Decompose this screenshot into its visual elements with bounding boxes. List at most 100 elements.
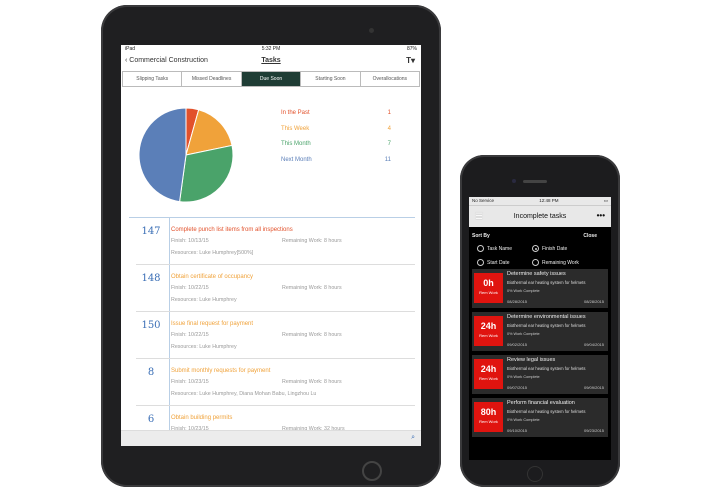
battery-icon: ▭ <box>603 198 608 203</box>
search-icon[interactable]: ⌕ <box>411 434 415 441</box>
task-id: 147 <box>141 226 161 237</box>
legend-item[interactable]: Next Month 11 <box>281 157 391 173</box>
pie-chart <box>138 107 234 203</box>
task-row[interactable]: 6 Obtain building permits Finish: 10/23/15… <box>136 406 415 446</box>
card-title: Determine environmental issues <box>507 314 586 320</box>
remaining-work-badge: 0h Rem Work <box>474 273 503 303</box>
task-resources: Resources: Luke Humphrey <box>171 297 237 303</box>
status-bar: iPad 5:32 PM 87% <box>121 45 421 52</box>
task-remaining: Remaining Work: 32 hours <box>282 426 345 432</box>
sort-option-start-date[interactable]: Start Date <box>477 259 510 266</box>
task-finish: Finish: 10/22/15 <box>171 285 209 291</box>
remaining-work-badge: 24h Rem Work <box>474 316 503 346</box>
card-project: Biothermal ear heating system for helmet… <box>507 280 586 285</box>
task-title[interactable]: Complete punch list items from all inspe… <box>171 227 293 233</box>
task-row[interactable]: 147 Complete punch list items from all in… <box>136 218 415 265</box>
radio-label: Remaining Work <box>542 259 579 266</box>
sort-option-remaining-work[interactable]: Remaining Work <box>532 259 579 266</box>
timeline-line <box>169 218 170 438</box>
task-card[interactable]: 24h Rem Work Review legal issues Biothermal… <box>472 355 608 394</box>
task-remaining: Remaining Work: 8 hours <box>282 379 342 385</box>
task-list: 147 Complete punch list items from all in… <box>121 218 421 446</box>
legend-value: 4 <box>387 125 391 132</box>
task-title[interactable]: Issue final request for payment <box>171 321 254 327</box>
legend-label: This Month <box>281 141 311 147</box>
card-progress: 0% Work Complete <box>507 289 540 293</box>
page-title: Tasks <box>261 57 281 64</box>
task-title[interactable]: Submit monthly requests for payment <box>171 368 271 374</box>
bottom-toolbar: ⌕ <box>121 430 421 446</box>
camera <box>369 28 374 33</box>
card-progress: 0% Work Complete <box>507 332 540 336</box>
iphone-screen: No Service 12:48 PM ▭ ☰ Incomplete tasks… <box>469 197 611 460</box>
legend-item[interactable]: In the Past 1 <box>281 110 391 126</box>
tab-bar: Slipping Tasks Missed Deadlines Due Soon St… <box>122 71 420 87</box>
card-end-date: 08/28/2015 <box>583 299 604 304</box>
card-title: Perform financial evaluation <box>507 400 575 406</box>
radio-label: Finish Date <box>542 245 568 252</box>
tab-missed-deadlines[interactable]: Missed Deadlines <box>182 72 242 86</box>
chart-legend: In the Past 1 This Week 4 This Month 7 Next Mo… <box>281 110 391 172</box>
card-project: Biothermal ear heating system for helmet… <box>507 366 586 371</box>
card-start-date: 09/02/2015 <box>507 342 528 347</box>
sort-panel: Sort By Close Task Name Finish Date Start … <box>469 227 611 269</box>
legend-item[interactable]: This Month 7 <box>281 141 391 157</box>
task-row[interactable]: 8 Submit monthly requests for payment Fini… <box>136 359 415 406</box>
task-card[interactable]: 0h Rem Work Determine safety issues Biother… <box>472 269 608 308</box>
remaining-hours: 0h <box>483 278 494 288</box>
remaining-hours: 24h <box>480 321 497 331</box>
legend-value: 1 <box>387 110 391 116</box>
remaining-hours: 24h <box>480 364 497 374</box>
task-row[interactable]: 150 Issue final request for payment Finish… <box>136 312 415 359</box>
menu-icon[interactable]: ☰ <box>475 211 484 221</box>
radio-button[interactable] <box>532 245 539 252</box>
task-id: 6 <box>147 414 155 425</box>
task-title[interactable]: Obtain certificate of occupancy <box>171 274 254 280</box>
radio-label: Start Date <box>487 259 510 266</box>
task-id: 150 <box>141 320 161 331</box>
radio-button[interactable] <box>477 259 484 266</box>
sort-option-task-name[interactable]: Task Name <box>477 245 512 252</box>
card-project: Biothermal ear heating system for helmet… <box>507 409 586 414</box>
card-end-date: 09/09/2015 <box>583 385 604 390</box>
home-button[interactable] <box>362 461 382 481</box>
task-row[interactable]: 148 Obtain certificate of occupancy Finish… <box>136 265 415 312</box>
back-label: Commercial Construction <box>129 57 208 64</box>
device-label: iPad <box>125 46 136 52</box>
task-finish: Finish: 10/23/15 <box>171 379 209 385</box>
status-bar: No Service 12:48 PM ▭ <box>469 197 611 205</box>
tab-slipping-tasks[interactable]: Slipping Tasks <box>123 72 183 86</box>
legend-value: 11 <box>384 156 391 163</box>
pie-slice-next-month[interactable] <box>138 107 187 203</box>
card-project: Biothermal ear heating system for helmet… <box>507 323 586 328</box>
back-button[interactable]: ‹ Commercial Construction <box>125 57 208 64</box>
task-title[interactable]: Obtain building permits <box>171 415 233 421</box>
task-resources: Resources: Luke Humphrey, Diana Mohan Ba… <box>171 391 317 397</box>
pie-chart-area: In the Past 1 This Week 4 This Month 7 Next Mo… <box>121 88 421 215</box>
task-resources: Resources: Luke Humphrey[500%] <box>171 250 254 256</box>
radio-button[interactable] <box>477 245 484 252</box>
task-card[interactable]: 24h Rem Work Determine environmental issue… <box>472 312 608 351</box>
task-id: 8 <box>147 367 155 378</box>
sort-option-finish-date[interactable]: Finish Date <box>532 245 567 252</box>
legend-item[interactable]: This Week 4 <box>281 126 391 142</box>
ipad-screen: iPad 5:32 PM 87% ‹ Commercial Constructi… <box>121 45 421 446</box>
status-time: 12:48 PM <box>539 198 559 203</box>
task-id: 148 <box>141 273 161 284</box>
remaining-label: Rem Work <box>479 419 498 424</box>
tab-starting-soon[interactable]: Starting Soon <box>301 72 361 86</box>
tab-overallocations[interactable]: Overallocations <box>372 76 408 82</box>
remaining-label: Rem Work <box>479 376 498 381</box>
radio-button[interactable] <box>532 259 539 266</box>
remaining-label: Rem Work <box>479 333 498 338</box>
pie-slice-this-month[interactable] <box>179 144 234 203</box>
more-icon[interactable]: ••• <box>596 211 605 220</box>
close-button[interactable]: Close <box>583 233 597 239</box>
tab-due-soon[interactable]: Due Soon <box>241 72 302 86</box>
home-button[interactable] <box>527 466 543 482</box>
legend-label: In the Past <box>281 110 310 116</box>
task-remaining: Remaining Work: 8 hours <box>282 285 342 291</box>
task-card[interactable]: 80h Rem Work Perform financial evaluation B… <box>472 398 608 437</box>
filter-icon[interactable]: T▾ <box>406 56 415 65</box>
pie-slice-this-week[interactable] <box>185 109 233 156</box>
